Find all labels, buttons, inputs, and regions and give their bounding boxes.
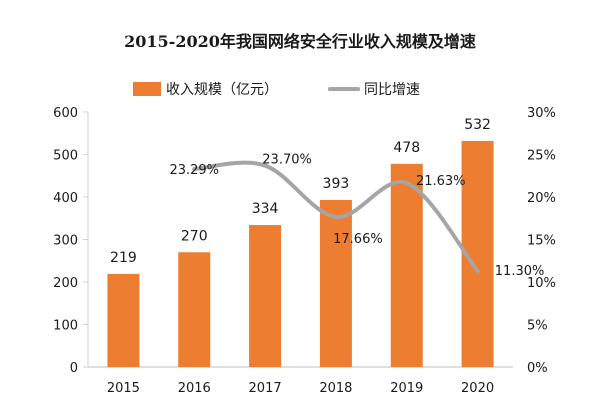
y-left-tick-label: 0 (70, 361, 78, 376)
y-right-tick-label: 30% (527, 106, 556, 121)
growth-line-layer (192, 160, 480, 273)
y-right-tick-label: 5% (527, 319, 548, 334)
growth-line (192, 160, 480, 273)
bar (390, 163, 423, 367)
growth-value-label: 23.29% (169, 163, 219, 178)
x-tick-label: 2018 (319, 381, 352, 396)
y-left-tick-label: 600 (53, 106, 78, 121)
y-right-tick-label: 20% (527, 191, 556, 206)
axes: 0 100 200 300 400 500 600 0% 5% 10% 15% 20% 25% 30% 20… (53, 106, 556, 396)
growth-value-label: 11.30% (495, 264, 545, 279)
data-labels: 219 270 334 393 478 532 23.29% 23.70% 17.66% 21.6… (110, 117, 544, 279)
bar-value-label: 334 (252, 201, 279, 217)
bar (178, 252, 211, 367)
growth-value-label: 21.63% (416, 174, 466, 189)
growth-value-label: 23.70% (262, 153, 312, 168)
y-left-tick-label: 500 (53, 149, 78, 164)
x-tick-label: 2016 (178, 381, 211, 396)
y-left-tick-label: 300 (53, 234, 78, 249)
bar-value-label: 478 (393, 140, 420, 156)
x-tick-label: 2020 (461, 381, 494, 396)
x-tick-label: 2015 (107, 381, 140, 396)
y-right-tick-label: 15% (527, 234, 556, 249)
y-left-tick-label: 400 (53, 191, 78, 206)
legend-label-line: 同比增速 (364, 82, 420, 98)
y-right-tick-label: 25% (527, 149, 556, 164)
bar-value-label: 532 (464, 117, 491, 133)
y-left-tick-label: 200 (53, 276, 78, 291)
bar (249, 225, 282, 367)
y-right-tick-label: 10% (527, 276, 556, 291)
legend-label-bar: 收入规模（亿元） (166, 82, 278, 98)
legend: 收入规模（亿元） 同比增速 (133, 82, 420, 98)
bar-value-label: 219 (110, 250, 137, 266)
legend-swatch-bar (133, 82, 161, 96)
y-right-tick-label: 0% (527, 361, 548, 376)
bar (319, 199, 352, 367)
bar-value-label: 393 (323, 176, 350, 192)
bar (107, 273, 140, 367)
x-tick-label: 2017 (249, 381, 282, 396)
bar-value-label: 270 (181, 228, 208, 244)
x-tick-label: 2019 (390, 381, 423, 396)
chart-title: 2015-2020年我国网络安全行业收入规模及增速 (124, 32, 476, 51)
growth-value-label: 17.66% (333, 232, 383, 247)
y-left-tick-label: 100 (53, 319, 78, 334)
